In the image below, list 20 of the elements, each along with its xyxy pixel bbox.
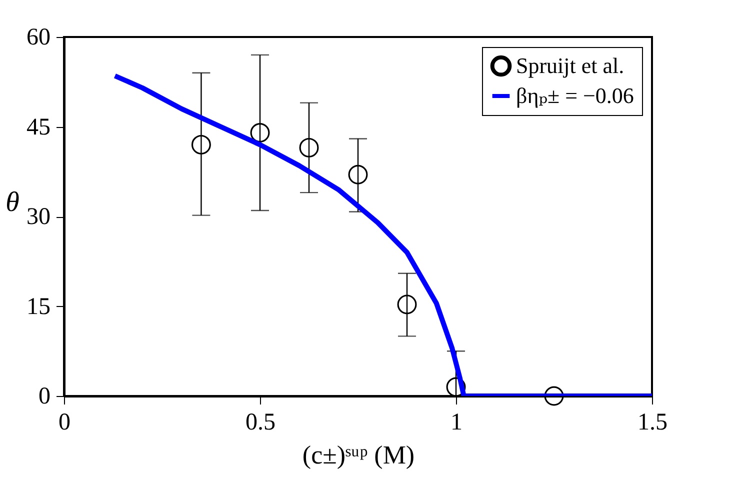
y-tick-label: 60 — [26, 24, 50, 50]
point — [250, 123, 270, 142]
x-tick-label: 1.5 — [638, 410, 668, 436]
y-axis-title: θ — [6, 187, 20, 218]
x-tick-label: 0.5 — [246, 410, 276, 436]
y-tick-label: 45 — [26, 114, 50, 140]
x-axis-title: (c±)ˢᵘᵖ (M) — [302, 440, 415, 470]
point — [348, 164, 368, 184]
point — [544, 386, 564, 406]
x-tick-label: 0 — [58, 410, 70, 436]
legend-label: βηₚ± = −0.06 — [516, 83, 634, 108]
point — [299, 138, 319, 158]
y-tick-label: 15 — [26, 294, 50, 320]
legend-label: Spruijt et al. — [516, 53, 624, 78]
point — [191, 134, 211, 154]
y-tick-label: 30 — [26, 204, 50, 230]
x-tick-label: 1 — [450, 410, 462, 436]
point — [446, 377, 466, 397]
y-tick-label: 0 — [38, 384, 50, 410]
point — [397, 294, 417, 314]
